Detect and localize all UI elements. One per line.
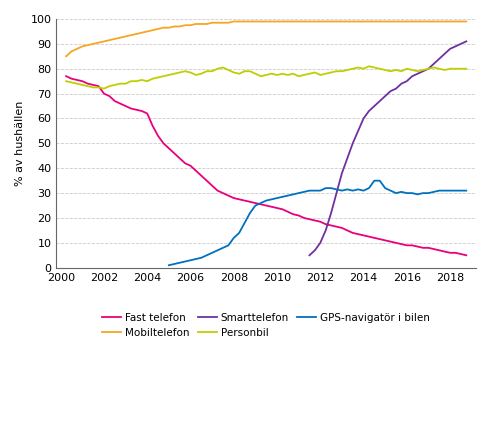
Fast telefon	[464, 253, 469, 258]
Fast telefon	[393, 240, 399, 245]
Smarttelefon	[447, 46, 453, 51]
Smarttelefon	[306, 253, 312, 258]
Fast telefon	[366, 234, 372, 239]
GPS-navigatör i bilen	[274, 196, 280, 201]
Personbil	[387, 69, 393, 74]
GPS-navigatör i bilen	[350, 188, 355, 193]
Fast telefon	[377, 237, 382, 242]
Smarttelefon	[328, 210, 334, 215]
GPS-navigatör i bilen	[464, 188, 469, 193]
Mobiltelefon	[464, 19, 469, 24]
Smarttelefon	[426, 66, 432, 71]
GPS-navigatör i bilen	[360, 188, 366, 193]
Smarttelefon	[382, 94, 388, 99]
Smarttelefon	[344, 156, 350, 161]
Smarttelefon	[366, 108, 372, 113]
Personbil	[377, 66, 382, 71]
Personbil	[404, 66, 409, 71]
Line: GPS-navigatör i bilen: GPS-navigatör i bilen	[169, 181, 466, 265]
Line: Fast telefon: Fast telefon	[66, 76, 466, 255]
Smarttelefon	[431, 61, 437, 66]
Smarttelefon	[317, 240, 323, 245]
GPS-navigatör i bilen	[171, 261, 177, 266]
Personbil	[366, 64, 372, 69]
Mobiltelefon	[96, 40, 102, 45]
Smarttelefon	[387, 88, 393, 94]
GPS-navigatör i bilen	[371, 178, 377, 183]
Fast telefon	[63, 74, 69, 79]
Smarttelefon	[312, 248, 318, 253]
Smarttelefon	[464, 39, 469, 44]
Mobiltelefon	[426, 19, 432, 24]
Mobiltelefon	[387, 19, 393, 24]
Mobiltelefon	[231, 19, 237, 24]
Personbil	[101, 86, 107, 91]
Personbil	[393, 68, 399, 73]
Y-axis label: % av hushällen: % av hushällen	[15, 101, 25, 186]
Mobiltelefon	[371, 19, 377, 24]
Smarttelefon	[458, 41, 464, 46]
Smarttelefon	[415, 71, 421, 76]
Smarttelefon	[442, 51, 448, 57]
Smarttelefon	[398, 81, 404, 86]
Smarttelefon	[323, 228, 328, 233]
Smarttelefon	[436, 56, 442, 61]
Personbil	[431, 65, 437, 70]
Smarttelefon	[393, 86, 399, 91]
Line: Personbil: Personbil	[66, 66, 466, 89]
Smarttelefon	[350, 141, 355, 146]
Smarttelefon	[371, 104, 377, 109]
Smarttelefon	[404, 79, 409, 84]
Smarttelefon	[409, 74, 415, 79]
Smarttelefon	[360, 116, 366, 121]
Legend: Fast telefon, Mobiltelefon, Smarttelefon, Personbil, GPS-navigatör i bilen: Fast telefon, Mobiltelefon, Smarttelefon…	[102, 313, 430, 338]
GPS-navigatör i bilen	[333, 187, 339, 192]
Fast telefon	[420, 245, 426, 250]
Line: Smarttelefon: Smarttelefon	[309, 41, 466, 255]
Smarttelefon	[453, 44, 459, 49]
Fast telefon	[96, 84, 102, 89]
Personbil	[63, 79, 69, 84]
Line: Mobiltelefon: Mobiltelefon	[66, 22, 466, 56]
Smarttelefon	[377, 99, 382, 104]
Personbil	[96, 85, 102, 90]
Personbil	[464, 66, 469, 71]
Smarttelefon	[355, 128, 361, 133]
Mobiltelefon	[63, 54, 69, 59]
Smarttelefon	[333, 190, 339, 196]
Mobiltelefon	[398, 19, 404, 24]
Smarttelefon	[420, 69, 426, 74]
Mobiltelefon	[382, 19, 388, 24]
Fast telefon	[382, 238, 388, 243]
GPS-navigatör i bilen	[398, 189, 404, 194]
Smarttelefon	[339, 171, 345, 176]
GPS-navigatör i bilen	[166, 263, 172, 268]
